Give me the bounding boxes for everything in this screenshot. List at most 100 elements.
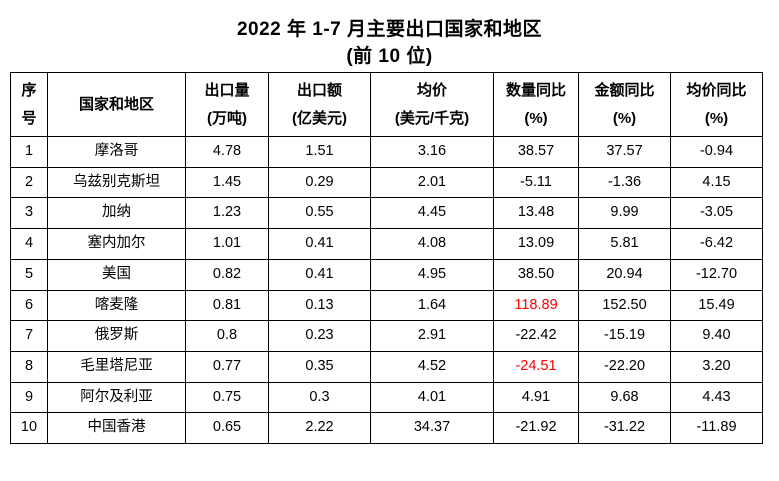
cell-export-volume: 0.8: [185, 320, 269, 352]
table-row: 10 中国香港 0.65 2.22 34.37 -21.92 -31.22 -1…: [10, 412, 763, 445]
cell-value-yoy: 9.68: [578, 381, 671, 414]
cell-export-value: 1.51: [268, 136, 371, 168]
table-row: 6 喀麦隆 0.81 0.13 1.64 118.89 152.50 15.49: [10, 289, 763, 322]
cell-value-yoy: 5.81: [578, 228, 671, 260]
cell-price-yoy: -3.05: [670, 197, 763, 230]
table-row: 3 加纳 1.23 0.55 4.45 13.48 9.99 -3.05: [10, 197, 763, 230]
cell-export-value: 0.23: [268, 320, 371, 352]
cell-avg-price: 1.64: [370, 289, 494, 322]
cell-rank: 2: [10, 166, 48, 199]
cell-avg-price: 4.01: [370, 381, 494, 414]
cell-export-volume: 0.65: [185, 412, 269, 445]
cell-rank: 5: [10, 258, 48, 291]
cell-price-yoy: 15.49: [670, 289, 763, 322]
cell-value-yoy: -31.22: [578, 412, 671, 445]
cell-country: 喀麦隆: [47, 289, 186, 322]
cell-value-yoy: -22.20: [578, 350, 671, 383]
table-row: 9 阿尔及利亚 0.75 0.3 4.01 4.91 9.68 4.43: [10, 381, 763, 414]
cell-avg-price: 4.08: [370, 228, 494, 260]
cell-rank: 6: [10, 289, 48, 322]
cell-export-volume: 0.81: [185, 289, 269, 322]
cell-export-value: 2.22: [268, 412, 371, 445]
cell-export-volume: 0.82: [185, 258, 269, 291]
cell-country: 阿尔及利亚: [47, 381, 186, 414]
cell-export-volume: 1.01: [185, 228, 269, 260]
cell-export-value: 0.3: [268, 381, 371, 414]
cell-avg-price: 2.91: [370, 320, 494, 352]
cell-qty-yoy: 118.89: [493, 289, 579, 322]
page-title: 2022 年 1-7 月主要出口国家和地区 (前 10 位): [0, 16, 779, 70]
cell-value-yoy: 9.99: [578, 197, 671, 230]
cell-country: 乌兹别克斯坦: [47, 166, 186, 199]
col-header-rank: 序 号: [10, 72, 48, 137]
cell-qty-yoy: -22.42: [493, 320, 579, 352]
cell-country: 加纳: [47, 197, 186, 230]
cell-price-yoy: -0.94: [670, 136, 763, 168]
cell-qty-yoy: 4.91: [493, 381, 579, 414]
cell-value-yoy: 152.50: [578, 289, 671, 322]
cell-rank: 1: [10, 136, 48, 168]
cell-rank: 3: [10, 197, 48, 230]
cell-avg-price: 3.16: [370, 136, 494, 168]
cell-export-value: 0.29: [268, 166, 371, 199]
col-header-export-volume: 出口量 (万吨): [185, 72, 269, 137]
table-row: 7 俄罗斯 0.8 0.23 2.91 -22.42 -15.19 9.40: [10, 320, 763, 352]
table-row: 2 乌兹别克斯坦 1.45 0.29 2.01 -5.11 -1.36 4.15: [10, 166, 763, 199]
cell-country: 摩洛哥: [47, 136, 186, 168]
cell-export-volume: 4.78: [185, 136, 269, 168]
cell-export-volume: 0.75: [185, 381, 269, 414]
cell-avg-price: 4.45: [370, 197, 494, 230]
cell-country: 毛里塔尼亚: [47, 350, 186, 383]
cell-value-yoy: -15.19: [578, 320, 671, 352]
cell-export-volume: 1.23: [185, 197, 269, 230]
table-row: 4 塞内加尔 1.01 0.41 4.08 13.09 5.81 -6.42: [10, 228, 763, 260]
cell-qty-yoy: 38.50: [493, 258, 579, 291]
cell-avg-price: 4.52: [370, 350, 494, 383]
page-title-line2: (前 10 位): [346, 46, 433, 67]
cell-rank: 7: [10, 320, 48, 352]
cell-price-yoy: -12.70: [670, 258, 763, 291]
cell-rank: 8: [10, 350, 48, 383]
col-header-price-yoy: 均价同比 (%): [670, 72, 763, 137]
col-header-avg-price: 均价 (美元/千克): [370, 72, 494, 137]
cell-export-value: 0.13: [268, 289, 371, 322]
cell-country: 俄罗斯: [47, 320, 186, 352]
cell-qty-yoy: -24.51: [493, 350, 579, 383]
cell-qty-yoy: 38.57: [493, 136, 579, 168]
cell-export-value: 0.41: [268, 258, 371, 291]
cell-country: 中国香港: [47, 412, 186, 445]
table-row: 8 毛里塔尼亚 0.77 0.35 4.52 -24.51 -22.20 3.2…: [10, 350, 763, 383]
page-title-line1: 2022 年 1-7 月主要出口国家和地区: [236, 19, 543, 40]
cell-price-yoy: -6.42: [670, 228, 763, 260]
cell-rank: 9: [10, 381, 48, 414]
cell-qty-yoy: 13.48: [493, 197, 579, 230]
cell-export-volume: 1.45: [185, 166, 269, 199]
cell-qty-yoy: 13.09: [493, 228, 579, 260]
cell-country: 美国: [47, 258, 186, 291]
cell-export-value: 0.41: [268, 228, 371, 260]
col-header-export-value: 出口额 (亿美元): [268, 72, 371, 137]
table-body: 1 摩洛哥 4.78 1.51 3.16 38.57 37.57 -0.94 2…: [10, 136, 763, 445]
cell-price-yoy: 4.43: [670, 381, 763, 414]
cell-qty-yoy: -5.11: [493, 166, 579, 199]
cell-price-yoy: 9.40: [670, 320, 763, 352]
cell-avg-price: 4.95: [370, 258, 494, 291]
cell-price-yoy: 3.20: [670, 350, 763, 383]
cell-qty-yoy: -21.92: [493, 412, 579, 445]
cell-value-yoy: 20.94: [578, 258, 671, 291]
cell-rank: 10: [10, 412, 48, 445]
export-countries-table: 序 号 国家和地区 出口量 (万吨) 出口额 (亿美元) 均价 (美元/千: [10, 72, 763, 445]
col-header-qty-yoy: 数量同比 (%): [493, 72, 579, 137]
cell-value-yoy: -1.36: [578, 166, 671, 199]
cell-value-yoy: 37.57: [578, 136, 671, 168]
col-header-country: 国家和地区: [47, 72, 186, 137]
cell-avg-price: 2.01: [370, 166, 494, 199]
cell-export-value: 0.55: [268, 197, 371, 230]
cell-price-yoy: 4.15: [670, 166, 763, 199]
cell-avg-price: 34.37: [370, 412, 494, 445]
cell-price-yoy: -11.89: [670, 412, 763, 445]
cell-country: 塞内加尔: [47, 228, 186, 260]
cell-rank: 4: [10, 228, 48, 260]
table-header-row: 序 号 国家和地区 出口量 (万吨) 出口额 (亿美元) 均价 (美元/千: [10, 72, 763, 137]
